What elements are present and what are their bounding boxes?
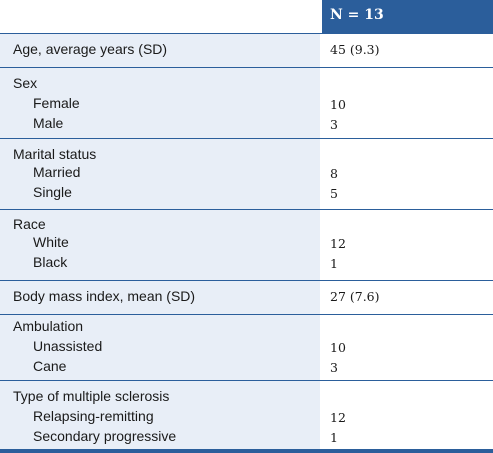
ambulation-label: Ambulation — [13, 318, 84, 334]
ambulation-unassisted-label: Unassisted — [33, 338, 103, 354]
sex-female-label: Female — [33, 95, 80, 111]
row-bmi: Body mass index, mean (SD) 27 (7.6) — [0, 280, 493, 314]
ambulation-cane-label: Cane — [33, 358, 67, 374]
row-group-sex: Sex Female 10 Male 3 — [0, 67, 493, 138]
age-label: Age, average years (SD) — [13, 41, 168, 57]
race-black-value: 1 — [330, 256, 338, 271]
bmi-label: Body mass index, mean (SD) — [13, 288, 196, 304]
sex-label: Sex — [13, 75, 38, 91]
row-group-marital: Marital status Married 8 Single 5 — [0, 138, 493, 209]
ms-type-secondary-value: 1 — [330, 430, 338, 445]
table-header-row: N = 13 — [0, 0, 493, 33]
ms-type-relapsing-label: Relapsing-remitting — [33, 408, 154, 424]
race-white-label: White — [33, 234, 69, 250]
ms-type-secondary-label: Secondary progressive — [33, 428, 177, 444]
marital-married-value: 8 — [330, 166, 338, 181]
header-n-cell: N = 13 — [322, 0, 493, 33]
row-age: Age, average years (SD) 45 (9.3) — [0, 33, 493, 67]
marital-single-label: Single — [33, 184, 72, 200]
bmi-value: 27 (7.6) — [330, 289, 380, 304]
race-label: Race — [13, 216, 46, 232]
sex-female-value: 10 — [330, 97, 346, 112]
marital-label: Marital status — [13, 146, 97, 162]
sex-male-label: Male — [33, 115, 64, 131]
ambulation-unassisted-value: 10 — [330, 340, 346, 355]
table-bottom-rule — [0, 449, 493, 453]
header-n-label: N = 13 — [330, 7, 384, 23]
header-blank-cell — [0, 0, 320, 33]
age-value: 45 (9.3) — [330, 42, 380, 57]
row-group-ms-type: Type of multiple sclerosis Relapsing-rem… — [0, 380, 493, 450]
marital-married-label: Married — [33, 164, 81, 180]
row-group-ambulation: Ambulation Unassisted 10 Cane 3 — [0, 314, 493, 380]
race-black-label: Black — [33, 254, 68, 270]
row-group-race: Race White 12 Black 1 — [0, 209, 493, 280]
race-white-value: 12 — [330, 236, 346, 251]
marital-single-value: 5 — [330, 186, 338, 201]
ms-type-label: Type of multiple sclerosis — [13, 388, 170, 404]
ms-type-relapsing-value: 12 — [330, 410, 346, 425]
ambulation-cane-value: 3 — [330, 360, 338, 375]
sex-male-value: 3 — [330, 117, 338, 132]
